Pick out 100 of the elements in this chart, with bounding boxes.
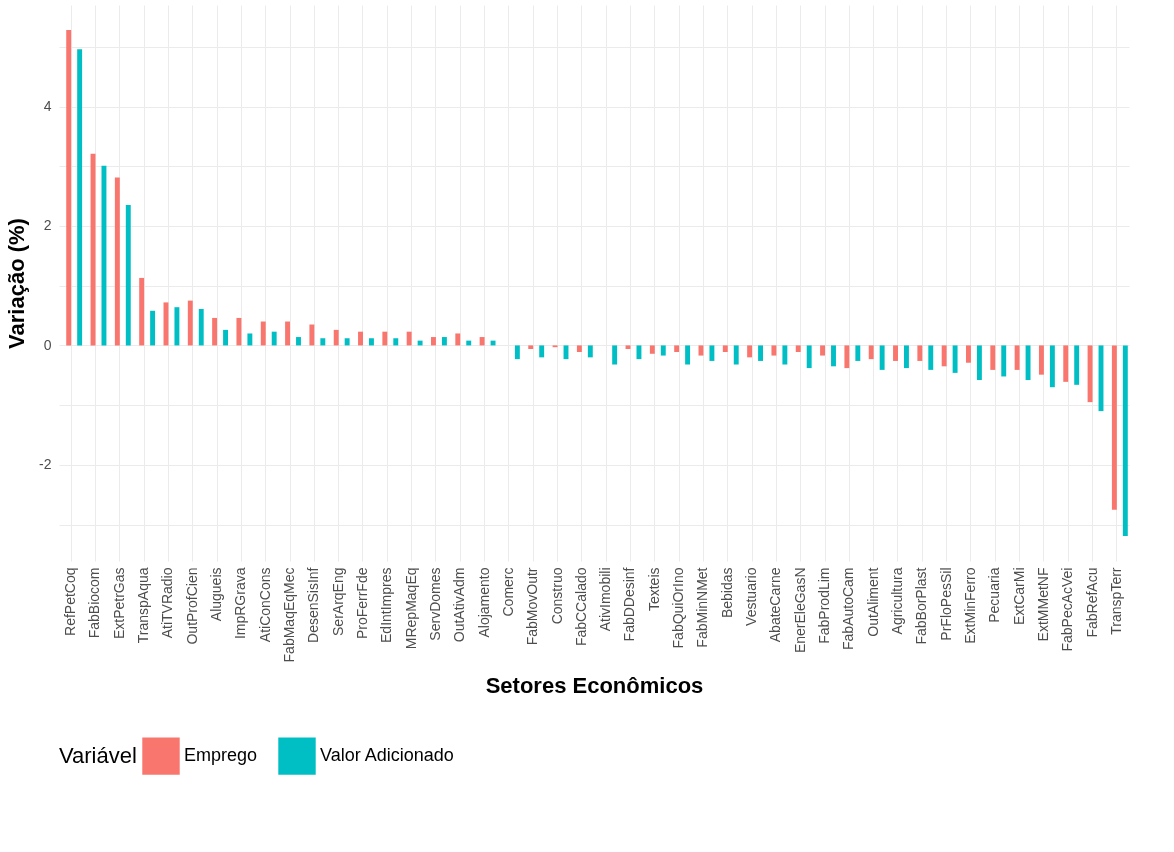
bar (879, 345, 885, 370)
x-tick-label: MRepMaqEq (402, 567, 419, 650)
bar (1122, 345, 1128, 536)
bar (612, 345, 618, 365)
x-tick-label: Pecuaria (986, 567, 1003, 623)
bar (660, 345, 666, 356)
x-tick-label: ServDomes (426, 567, 443, 641)
x-tick-label: FabPecAcVei (1059, 567, 1076, 652)
x-tick-label: OutProfCien (183, 567, 200, 645)
bar (358, 331, 363, 346)
bar (674, 345, 680, 352)
bar (649, 345, 655, 354)
bar (198, 308, 204, 346)
bar (709, 345, 715, 361)
bar (758, 345, 764, 361)
bar (539, 345, 545, 358)
bar (576, 345, 582, 352)
x-tick-label: Comerc (499, 567, 516, 617)
x-tick-label: FabRefAcu (1083, 567, 1100, 638)
bar (382, 331, 388, 346)
bar (747, 345, 753, 358)
bar (1049, 345, 1055, 388)
legend-label: Emprego (184, 745, 258, 766)
bar (431, 337, 436, 346)
x-tick-label: Agricultura (888, 567, 905, 635)
bar (77, 49, 83, 346)
x-tick-label: PrFloPesSil (937, 567, 954, 641)
bar (1038, 345, 1044, 375)
bar (247, 333, 253, 346)
x-tick-label: FabAutoCam (840, 567, 857, 650)
x-tick-label: AtiTVRadio (159, 567, 176, 639)
bar (868, 345, 874, 360)
bar (125, 205, 131, 346)
x-tick-label: FabBorPlast (913, 567, 930, 645)
bar (296, 337, 301, 346)
bar (795, 345, 801, 352)
bar (285, 321, 291, 346)
bar (855, 345, 861, 361)
x-tick-label: FabProdLim (816, 567, 833, 644)
x-tick-label: ExtPetrGas (110, 567, 127, 640)
bar (212, 317, 218, 346)
x-tick-label: AtiConCons (256, 567, 273, 643)
bar (782, 345, 788, 365)
bar (820, 345, 826, 356)
bar (587, 345, 593, 358)
x-tick-label: FabQuiOrIno (670, 567, 687, 649)
bar (101, 165, 107, 346)
y-tick-label: 2 (43, 217, 52, 234)
y-tick-label: 0 (43, 336, 52, 353)
bar (174, 307, 180, 346)
bar (976, 345, 982, 381)
bar (455, 333, 461, 346)
bar (223, 329, 229, 346)
y-axis-title: Variação (%) (4, 218, 30, 349)
bar (928, 345, 934, 370)
bar (771, 345, 777, 356)
bar (66, 30, 72, 346)
x-tick-label: TranspTerr (1107, 567, 1124, 635)
x-axis-title: Setores Econômicos (485, 673, 704, 699)
x-tick-label: Alojamento (475, 567, 492, 638)
y-tick-label: 4 (43, 98, 52, 115)
bar (236, 317, 242, 346)
x-tick-label: AtivImobili (597, 567, 614, 632)
bar (636, 345, 642, 360)
bar (831, 345, 836, 367)
bar (528, 345, 534, 349)
bar (733, 345, 739, 365)
x-tick-label: ExtCarMi (1010, 567, 1027, 626)
bar (722, 345, 728, 352)
bar (150, 310, 156, 346)
bar (1074, 345, 1080, 385)
x-tick-label: TranspAqua (135, 567, 152, 644)
bar (479, 337, 485, 346)
legend-title: Variável (59, 743, 137, 768)
bar (260, 321, 266, 346)
x-tick-label: Texteis (645, 567, 662, 612)
x-tick-label: ExtMMetNF (1034, 567, 1051, 642)
bar (441, 337, 447, 346)
bar (917, 345, 923, 361)
bar (1111, 345, 1117, 510)
bar (139, 277, 145, 346)
x-tick-label: EnerEleGasN (791, 567, 808, 654)
x-tick-label: Construo (548, 567, 565, 625)
x-tick-label: ImpRGrava (232, 567, 249, 640)
x-tick-label: FabDDesinf (621, 567, 638, 642)
x-tick-label: Vestuario (743, 567, 760, 626)
bar (685, 345, 691, 365)
x-tick-label: FabCCalado (572, 567, 589, 647)
x-tick-label: RefPetCoq (62, 567, 79, 636)
bar (952, 345, 958, 373)
bar (1025, 345, 1031, 381)
x-tick-label: DesenSisInf (305, 567, 322, 643)
bar (844, 345, 850, 369)
bar (966, 345, 971, 363)
legend-label: Valor Adicionado (320, 745, 454, 766)
bar (893, 345, 898, 361)
x-tick-label: SerArqEng (329, 567, 346, 636)
x-tick-label: FabMaqEqMec (281, 567, 298, 663)
x-tick-label: OutAliment (864, 567, 881, 637)
bar (904, 345, 909, 369)
